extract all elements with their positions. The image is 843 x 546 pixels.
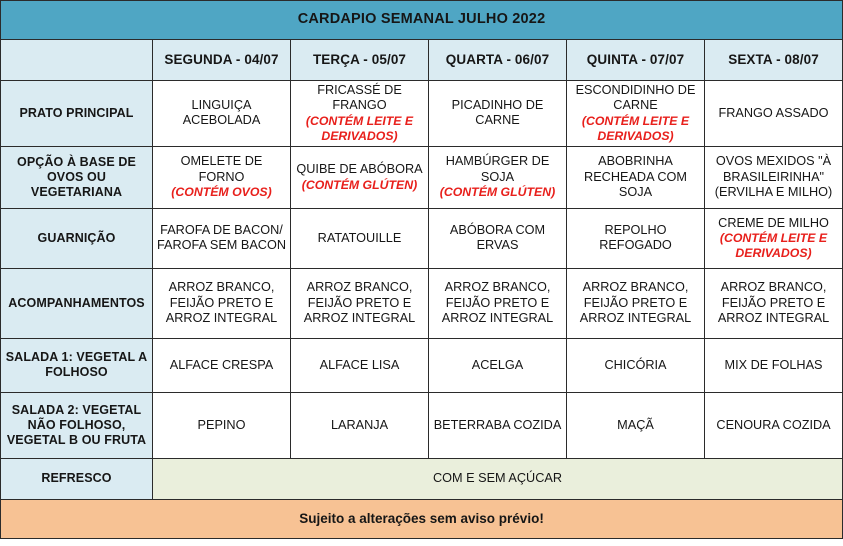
menu-item-text: ALFACE CRESPA [169, 357, 274, 372]
menu-item-text: LINGUIÇA ACEBOLADA [182, 98, 261, 128]
title-row: CARDAPIO SEMANAL JULHO 2022 [0, 0, 843, 40]
menu-item-text: ABÓBORA COM ERVAS [449, 222, 546, 253]
menu-item-text: FRICASSÉ DE FRANGO [317, 83, 402, 113]
row-label-refresco: REFRESCO [0, 457, 153, 500]
footer-note-row: Sujeito a alterações sem aviso prévio! [0, 498, 843, 539]
row-label-guarnicao: GUARNIÇÃO [0, 207, 153, 269]
menu-item-text: MIX DE FOLHAS [724, 357, 823, 372]
menu-cell: PEPINO [152, 391, 291, 459]
menu-item-text: QUIBE DE ABÓBORA [296, 162, 423, 177]
menu-cell: ARROZ BRANCO, FEIJÃO PRETO E ARROZ INTEG… [566, 267, 705, 339]
allergen-note: (CONTÉM GLÚTEN) [439, 185, 556, 200]
menu-item-text: OMELETE DE FORNO [180, 154, 263, 184]
allergen-note: (CONTÉM GLÚTEN) [301, 177, 418, 192]
menu-cell: PICADINHO DE CARNE [428, 80, 567, 147]
menu-item-text: ESCONDIDINHO DE CARNE [575, 83, 696, 113]
menu-cell: ABOBRINHA RECHEADA COM SOJA [566, 145, 705, 209]
menu-cell: FRANGO ASSADO [703, 80, 843, 147]
menu-cell: ALFACE LISA [290, 337, 429, 393]
menu-cell: RATATOUILLE [290, 207, 429, 269]
menu-cell: OVOS MEXIDOS "À BRASILEIRINHA" (ERVILHA … [703, 145, 843, 209]
menu-item-text: CHICÓRIA [604, 357, 667, 372]
row-label-salada-2: SALADA 2: VEGETAL NÃO FOLHOSO, VEGETAL B… [0, 391, 153, 459]
footer-note: Sujeito a alterações sem aviso prévio! [0, 498, 843, 539]
menu-cell: ARROZ BRANCO, FEIJÃO PRETO E ARROZ INTEG… [152, 267, 291, 339]
menu-row-prato-principal: PRATO PRINCIPAL LINGUIÇA ACEBOLADA FRICA… [0, 80, 843, 147]
menu-cell: MAÇÃ [566, 391, 705, 459]
allergen-note: (CONTÉM LEITE E DERIVADOS) [305, 113, 414, 143]
menu-item-text: FAROFA DE BACON/ FAROFA SEM BACON [156, 222, 287, 253]
menu-cell: REPOLHO REFOGADO [566, 207, 705, 269]
row-label-opcao-ovos-vegetariana: OPÇÃO À BASE DE OVOS OU VEGETARIANA [0, 145, 153, 209]
refresco-value: COM E SEM AÇÚCAR [151, 457, 843, 500]
menu-row-guarnicao: GUARNIÇÃO FAROFA DE BACON/ FAROFA SEM BA… [0, 207, 843, 269]
menu-cell: FAROFA DE BACON/ FAROFA SEM BACON [152, 207, 291, 269]
header-corner-cell [0, 39, 153, 81]
menu-cell: ALFACE CRESPA [152, 337, 291, 393]
menu-item-text: ALFACE LISA [319, 357, 400, 372]
menu-item-text: ARROZ BRANCO, FEIJÃO PRETO E ARROZ INTEG… [441, 280, 554, 326]
menu-cell: HAMBÚRGER DE SOJA (CONTÉM GLÚTEN) [428, 145, 567, 209]
menu-item-text: LARANJA [330, 417, 389, 432]
allergen-note: (CONTÉM OVOS) [171, 185, 272, 200]
menu-cell: CHICÓRIA [566, 337, 705, 393]
menu-item-text: CENOURA COZIDA [716, 417, 831, 432]
row-label-salada-1: SALADA 1: VEGETAL A FOLHOSO [0, 337, 153, 393]
allergen-note: (CONTÉM LEITE E DERIVADOS) [719, 231, 828, 261]
day-header-terca: TERÇA - 05/07 [290, 39, 429, 81]
menu-cell: CENOURA COZIDA [703, 391, 843, 459]
menu-row-refresco: REFRESCO COM E SEM AÇÚCAR [0, 457, 843, 500]
menu-cell: CREME DE MILHO (CONTÉM LEITE E DERIVADOS… [703, 207, 843, 269]
day-header-quarta: QUARTA - 06/07 [428, 39, 567, 81]
menu-cell: OMELETE DE FORNO (CONTÉM OVOS) [152, 145, 291, 209]
menu-item-text: CREME DE MILHO [718, 215, 829, 230]
day-header-segunda: SEGUNDA - 04/07 [152, 39, 291, 81]
menu-item-text: HAMBÚRGER DE SOJA [445, 154, 550, 184]
menu-item-text: PEPINO [197, 417, 246, 432]
menu-cell: BETERRABA COZIDA [428, 391, 567, 459]
menu-item-text: PICADINHO DE CARNE [451, 98, 544, 128]
menu-cell: FRICASSÉ DE FRANGO (CONTÉM LEITE E DERIV… [290, 80, 429, 147]
menu-item-text: RATATOUILLE [317, 230, 402, 245]
menu-cell: ARROZ BRANCO, FEIJÃO PRETO E ARROZ INTEG… [703, 267, 843, 339]
menu-item-text: ARROZ BRANCO, FEIJÃO PRETO E ARROZ INTEG… [579, 280, 692, 326]
menu-cell: ESCONDIDINHO DE CARNE (CONTÉM LEITE E DE… [566, 80, 705, 147]
menu-cell: ARROZ BRANCO, FEIJÃO PRETO E ARROZ INTEG… [290, 267, 429, 339]
menu-cell: LINGUIÇA ACEBOLADA [152, 80, 291, 147]
menu-cell: QUIBE DE ABÓBORA (CONTÉM GLÚTEN) [290, 145, 429, 209]
menu-item-text: OVOS MEXIDOS "À BRASILEIRINHA" (ERVILHA … [714, 154, 833, 200]
day-header-row: SEGUNDA - 04/07 TERÇA - 05/07 QUARTA - 0… [0, 39, 843, 81]
row-label-prato-principal: PRATO PRINCIPAL [0, 80, 153, 147]
menu-item-text: ACELGA [471, 357, 524, 372]
menu-item-text: FRANGO ASSADO [718, 105, 829, 120]
menu-item-text: BETERRABA COZIDA [433, 417, 562, 432]
menu-cell: ARROZ BRANCO, FEIJÃO PRETO E ARROZ INTEG… [428, 267, 567, 339]
menu-cell: MIX DE FOLHAS [703, 337, 843, 393]
menu-item-text: ARROZ BRANCO, FEIJÃO PRETO E ARROZ INTEG… [165, 280, 278, 326]
menu-item-text: ARROZ BRANCO, FEIJÃO PRETO E ARROZ INTEG… [717, 280, 830, 326]
menu-row-salada-1: SALADA 1: VEGETAL A FOLHOSO ALFACE CRESP… [0, 337, 843, 393]
menu-item-text: ARROZ BRANCO, FEIJÃO PRETO E ARROZ INTEG… [303, 280, 416, 326]
menu-row-acompanhamentos: ACOMPANHAMENTOS ARROZ BRANCO, FEIJÃO PRE… [0, 267, 843, 339]
row-label-acompanhamentos: ACOMPANHAMENTOS [0, 267, 153, 339]
menu-cell: ACELGA [428, 337, 567, 393]
document-title: CARDAPIO SEMANAL JULHO 2022 [0, 0, 843, 40]
menu-row-opcao-ovos-vegetariana: OPÇÃO À BASE DE OVOS OU VEGETARIANA OMEL… [0, 145, 843, 209]
menu-cell: ABÓBORA COM ERVAS [428, 207, 567, 269]
menu-item-text: REPOLHO REFOGADO [599, 222, 672, 253]
menu-item-text: ABOBRINHA RECHEADA COM SOJA [584, 154, 687, 200]
menu-item-text: MAÇÃ [617, 417, 654, 432]
menu-cell: LARANJA [290, 391, 429, 459]
allergen-note: (CONTÉM LEITE E DERIVADOS) [581, 113, 690, 143]
day-header-sexta: SEXTA - 08/07 [703, 39, 843, 81]
day-header-quinta: QUINTA - 07/07 [566, 39, 705, 81]
menu-row-salada-2: SALADA 2: VEGETAL NÃO FOLHOSO, VEGETAL B… [0, 391, 843, 459]
